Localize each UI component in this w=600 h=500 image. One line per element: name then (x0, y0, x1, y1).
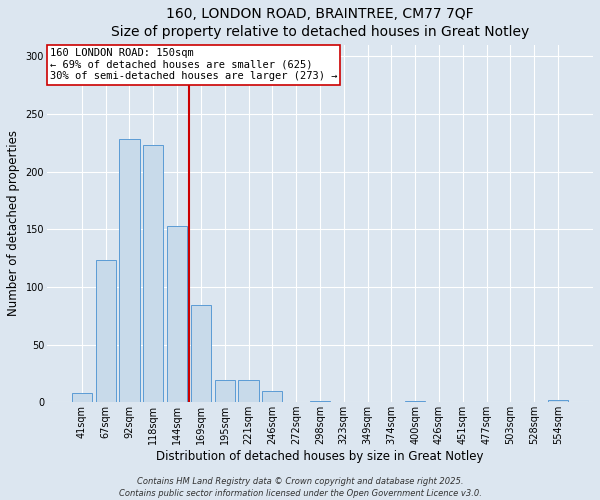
Bar (72, 393, 92, 402)
Bar (548, 400, 568, 402)
Bar (310, 401, 330, 402)
Bar (119, 140, 140, 402)
Text: Contains HM Land Registry data © Crown copyright and database right 2025.
Contai: Contains HM Land Registry data © Crown c… (119, 476, 481, 498)
Title: 160, LONDON ROAD, BRAINTREE, CM77 7QF
Size of property relative to detached hous: 160, LONDON ROAD, BRAINTREE, CM77 7QF Si… (111, 7, 529, 40)
Y-axis label: Number of detached properties: Number of detached properties (7, 130, 20, 316)
Bar (95, 260, 116, 402)
Bar (405, 401, 425, 402)
X-axis label: Distribution of detached houses by size in Great Notley: Distribution of detached houses by size … (156, 450, 484, 463)
Bar (167, 226, 187, 402)
Bar (143, 145, 163, 402)
Bar (262, 390, 283, 402)
Bar (191, 306, 211, 402)
Text: 160 LONDON ROAD: 150sqm
← 69% of detached houses are smaller (625)
30% of semi-d: 160 LONDON ROAD: 150sqm ← 69% of detache… (50, 48, 337, 82)
Bar (238, 380, 259, 402)
Bar (215, 380, 235, 402)
